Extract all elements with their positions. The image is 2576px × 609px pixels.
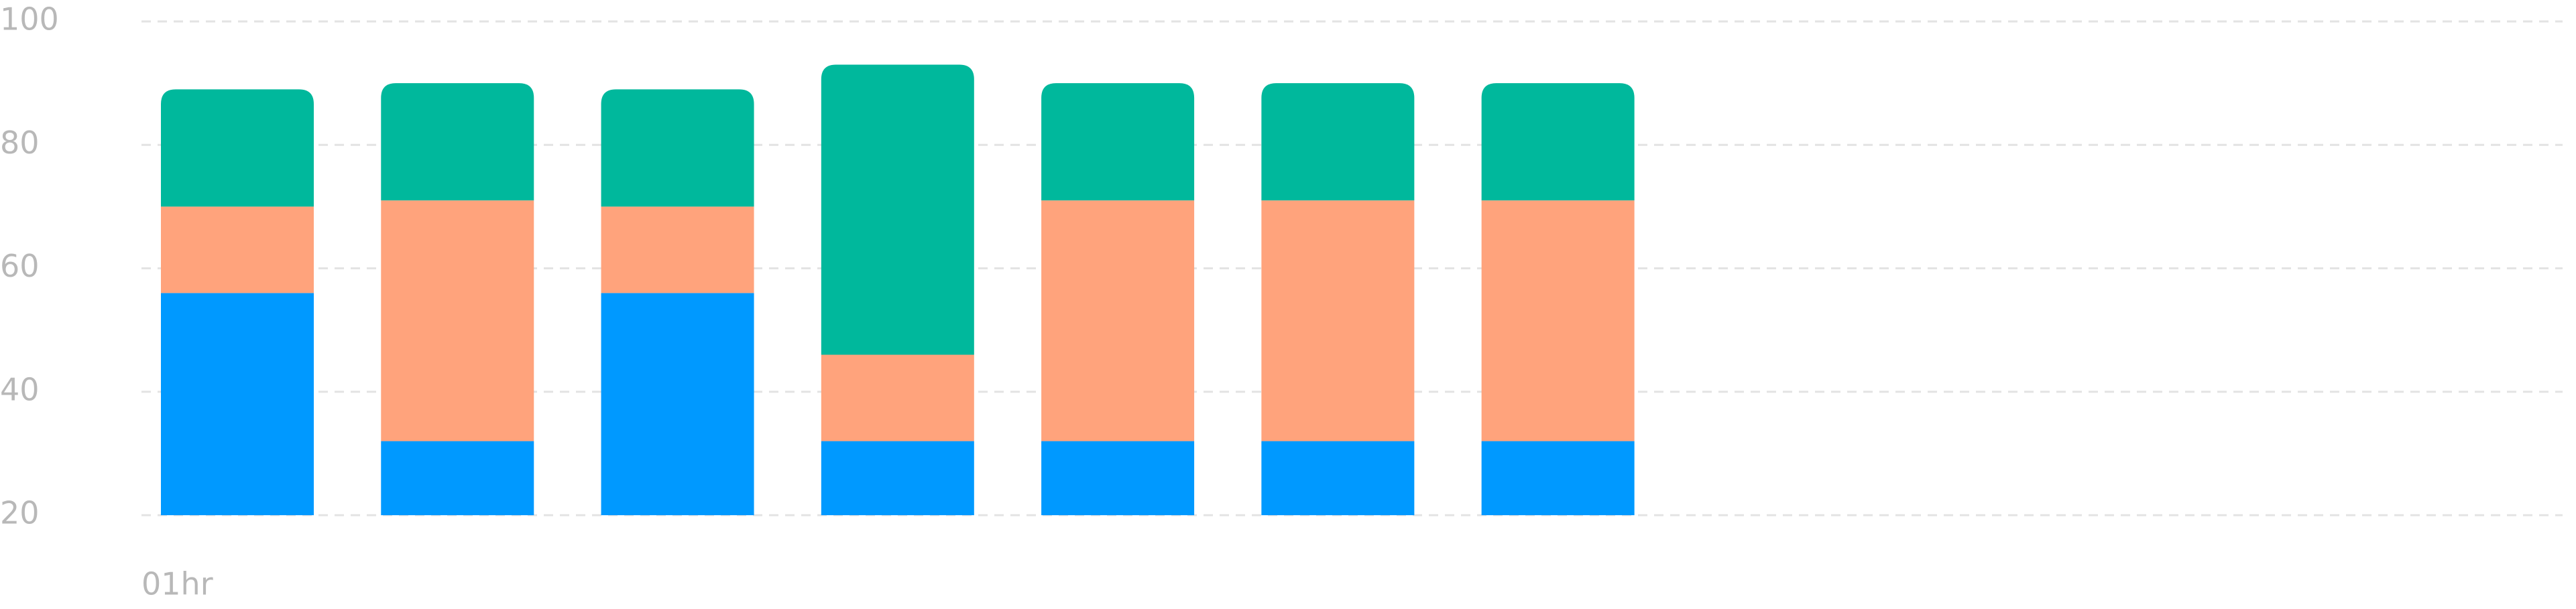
bar-segment bbox=[1041, 441, 1195, 515]
y-tick-label: 80 bbox=[0, 125, 40, 161]
bar-segment bbox=[161, 293, 314, 515]
bar-segment bbox=[1481, 200, 1635, 442]
y-tick-label: 40 bbox=[0, 371, 40, 407]
bar-segment bbox=[601, 89, 754, 207]
y-tick-label: 100 bbox=[0, 1, 59, 38]
bar-segment bbox=[1261, 441, 1415, 515]
bar-segment bbox=[1041, 200, 1195, 442]
bar-segment bbox=[1261, 200, 1415, 442]
bar-segment bbox=[381, 83, 534, 201]
bar-segment bbox=[601, 206, 754, 293]
bar-segment bbox=[1041, 83, 1195, 201]
bar-segment bbox=[821, 354, 974, 442]
bar-segment bbox=[161, 206, 314, 293]
bar-segment bbox=[381, 200, 534, 442]
y-tick-label: 60 bbox=[0, 248, 40, 284]
bar-segment bbox=[381, 441, 534, 515]
y-tick-label: 20 bbox=[0, 495, 40, 531]
bar-segment bbox=[1261, 83, 1415, 201]
bar-segment bbox=[821, 64, 974, 355]
bar-segment bbox=[1481, 441, 1635, 515]
bar-segment bbox=[821, 441, 974, 515]
bar-segment bbox=[161, 89, 314, 207]
bar-segment bbox=[1481, 83, 1635, 201]
bar-segment bbox=[601, 293, 754, 515]
x-tick-label: 01hr bbox=[141, 566, 213, 602]
